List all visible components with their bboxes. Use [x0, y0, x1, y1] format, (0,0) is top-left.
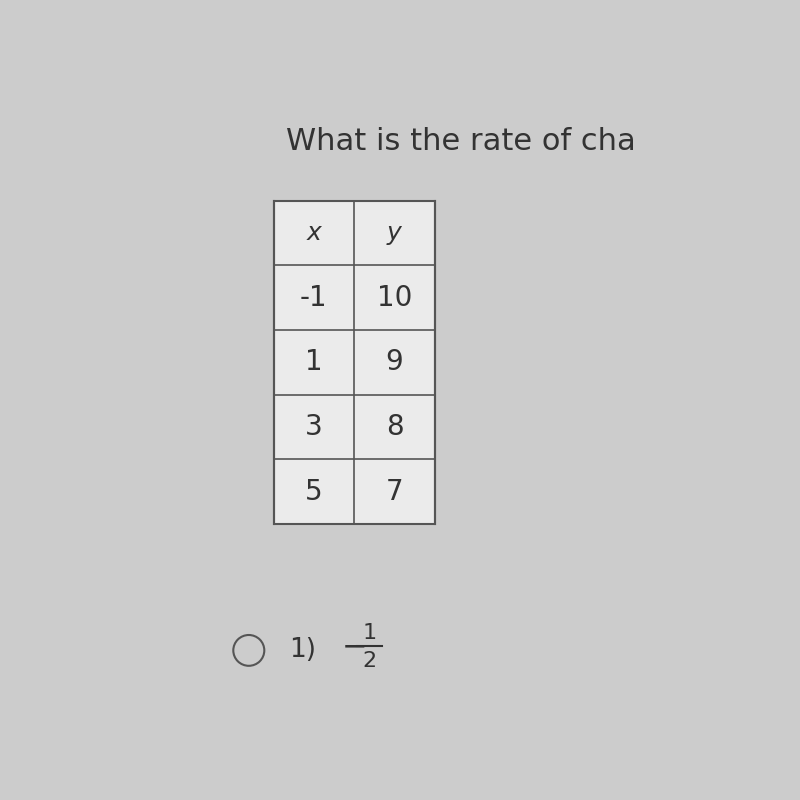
FancyBboxPatch shape [274, 201, 435, 524]
Text: 2: 2 [362, 651, 377, 671]
Text: y: y [387, 221, 402, 245]
Text: −: − [342, 633, 367, 662]
Text: -1: -1 [300, 284, 328, 312]
Text: 10: 10 [377, 284, 412, 312]
Text: 1: 1 [305, 349, 322, 377]
Text: 3: 3 [305, 413, 322, 441]
Text: 8: 8 [386, 413, 403, 441]
Text: 5: 5 [305, 478, 322, 506]
Circle shape [234, 635, 264, 666]
Text: 7: 7 [386, 478, 403, 506]
Text: 1: 1 [362, 623, 377, 643]
Text: 1): 1) [289, 638, 316, 663]
Text: What is the rate of cha: What is the rate of cha [286, 127, 636, 156]
Text: 9: 9 [386, 349, 403, 377]
Text: x: x [306, 221, 322, 245]
